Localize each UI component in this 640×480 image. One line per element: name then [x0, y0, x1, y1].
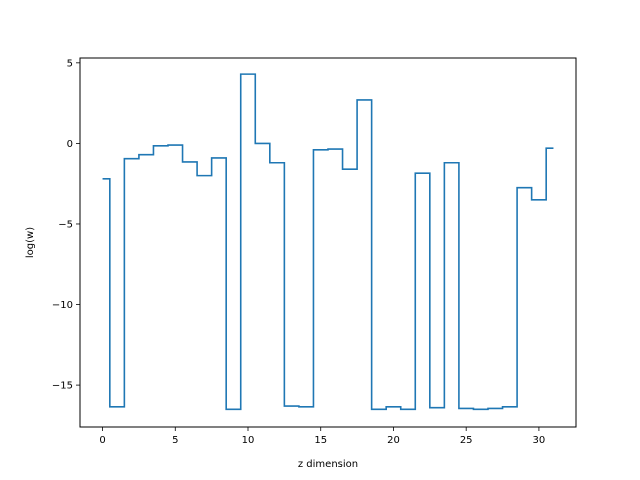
y-tick-label: 0: [67, 139, 73, 150]
y-tick-label: −15: [52, 381, 73, 392]
x-tick-label: 5: [172, 435, 178, 446]
ticks: 0 5 10 15 20 25 30 5 0 −5 −10 −15: [52, 58, 545, 446]
y-tick-label: 5: [67, 58, 73, 69]
x-tick-label: 30: [533, 435, 546, 446]
y-tick-label: −10: [52, 300, 73, 311]
x-tick-label: 10: [242, 435, 255, 446]
x-tick-label: 0: [99, 435, 105, 446]
y-tick-label: −5: [58, 219, 73, 230]
y-axis-label: log(w): [25, 227, 36, 258]
x-tick-label: 15: [314, 435, 327, 446]
plot-frame: [79, 57, 577, 428]
x-axis-label: z dimension: [298, 459, 358, 470]
series-line: [102, 73, 554, 411]
x-tick-label: 25: [460, 435, 473, 446]
x-tick-label: 20: [387, 435, 400, 446]
